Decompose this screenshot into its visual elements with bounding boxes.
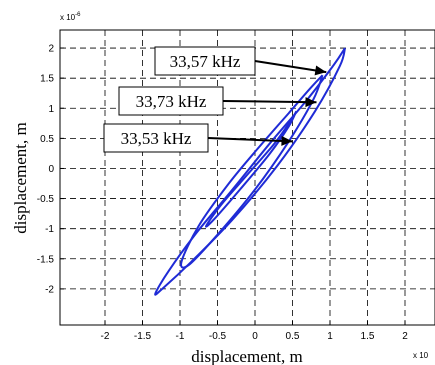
x-tick-labels: -2 -1.5 -1 -0.5 0 0.5 1 1.5 2 — [101, 331, 409, 342]
annotation-arrowhead — [314, 65, 327, 76]
y-tick-label: -1 — [45, 224, 54, 235]
x-tick-label: 0 — [252, 331, 258, 342]
annotation-box — [118, 86, 224, 116]
x-tick-label: -2 — [101, 331, 110, 342]
y-tick-labels: -2 -1.5 -1 -0.5 0 0.5 1 1.5 2 — [37, 44, 55, 296]
annotation-arrowhead — [305, 97, 317, 108]
annotation-arrow-line — [207, 137, 293, 143]
y-tick-label: -1.5 — [37, 254, 55, 265]
y-tick-label: -0.5 — [37, 194, 55, 205]
annotation-label: 33,53 kHz — [121, 129, 192, 148]
x-tick-label: 1.5 — [361, 331, 375, 342]
x-axis-title: displacement, m — [191, 347, 302, 365]
y-axis-title: displacement, m — [11, 122, 30, 233]
annotation-group: 33,57 kHz 33,73 kHz 33,53 kHz — [103, 46, 327, 153]
x-tick-label: 2 — [402, 331, 408, 342]
x-tick-label: 1 — [327, 331, 333, 342]
plot-area — [59, 29, 435, 326]
y-tick-label: -2 — [45, 284, 54, 295]
y-tick-label: 0 — [48, 164, 54, 175]
y-tick-label: 1 — [48, 104, 54, 115]
annotation-label: 33,73 kHz — [136, 92, 207, 111]
annotation-arrowhead — [281, 135, 293, 146]
y-tick-label: 2 — [48, 44, 54, 55]
series-line — [205, 110, 298, 228]
annotation-box — [103, 123, 209, 153]
annotation-label: 33,57 kHz — [170, 52, 241, 71]
x-tick-label: -1 — [176, 331, 185, 342]
y-tick-label: 1.5 — [40, 74, 54, 85]
annotation-arrow-line — [222, 100, 317, 104]
x-tick-label: -1.5 — [134, 331, 152, 342]
x-tick-label: -0.5 — [209, 331, 227, 342]
x-exponent-label: x 10 — [413, 351, 429, 360]
x-tick-label: 0.5 — [286, 331, 300, 342]
annotation-box — [154, 46, 256, 76]
annotation-arrow-line — [254, 60, 327, 74]
y-tick-label: 0.5 — [40, 134, 54, 145]
y-exponent-label: x 10-6 — [60, 12, 81, 22]
